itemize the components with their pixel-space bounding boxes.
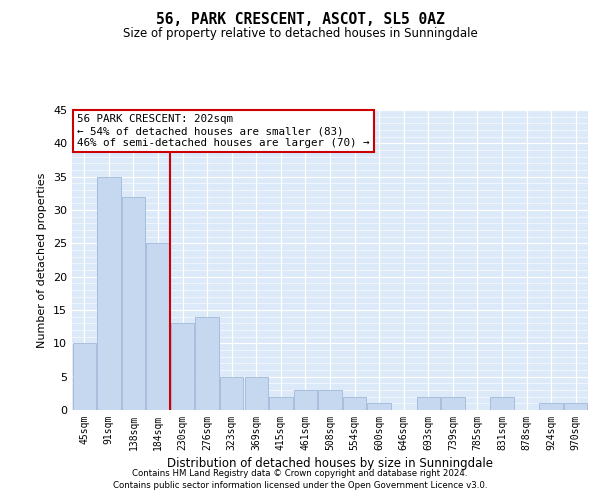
Bar — [319, 390, 341, 410]
Bar — [245, 376, 268, 410]
Text: 56, PARK CRESCENT, ASCOT, SL5 0AZ: 56, PARK CRESCENT, ASCOT, SL5 0AZ — [155, 12, 445, 28]
Bar — [122, 196, 145, 410]
Bar — [367, 404, 391, 410]
Bar — [294, 390, 317, 410]
X-axis label: Distribution of detached houses by size in Sunningdale: Distribution of detached houses by size … — [167, 457, 493, 470]
Bar — [196, 316, 219, 410]
Y-axis label: Number of detached properties: Number of detached properties — [37, 172, 47, 348]
Bar — [564, 404, 587, 410]
Bar — [441, 396, 464, 410]
Text: Size of property relative to detached houses in Sunningdale: Size of property relative to detached ho… — [122, 28, 478, 40]
Bar — [220, 376, 244, 410]
Text: Contains public sector information licensed under the Open Government Licence v3: Contains public sector information licen… — [113, 481, 487, 490]
Bar — [171, 324, 194, 410]
Bar — [490, 396, 514, 410]
Bar — [539, 404, 563, 410]
Bar — [416, 396, 440, 410]
Text: 56 PARK CRESCENT: 202sqm
← 54% of detached houses are smaller (83)
46% of semi-d: 56 PARK CRESCENT: 202sqm ← 54% of detach… — [77, 114, 370, 148]
Bar — [73, 344, 96, 410]
Bar — [146, 244, 170, 410]
Bar — [343, 396, 366, 410]
Bar — [97, 176, 121, 410]
Bar — [269, 396, 293, 410]
Text: Contains HM Land Registry data © Crown copyright and database right 2024.: Contains HM Land Registry data © Crown c… — [132, 468, 468, 477]
